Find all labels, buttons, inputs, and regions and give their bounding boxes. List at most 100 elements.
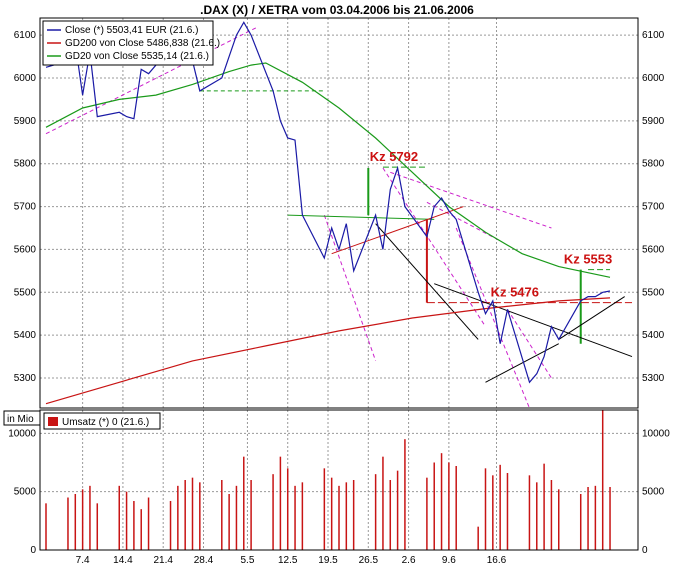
trend-black-fall bbox=[434, 283, 633, 358]
price-tick-label-left: 5800 bbox=[14, 159, 37, 170]
x-tick-label: 21.4 bbox=[153, 555, 173, 566]
trend-black-fall-2 bbox=[375, 223, 479, 340]
volume-bar bbox=[455, 466, 457, 550]
price-tick-label-left: 5500 bbox=[14, 287, 37, 298]
series-line-0 bbox=[45, 21, 611, 384]
price-tick-label-left: 6100 bbox=[14, 30, 37, 41]
volume-bar bbox=[492, 475, 494, 550]
trend-red-rise bbox=[331, 206, 464, 255]
price-grid bbox=[40, 18, 638, 408]
price-tick-label-left: 5600 bbox=[14, 244, 37, 255]
x-tick-label: 5.5 bbox=[240, 555, 254, 566]
x-tick-label: 2.6 bbox=[402, 555, 416, 566]
volume-bar bbox=[169, 501, 172, 550]
chart-title: .DAX (X) / XETRA vom 03.04.2006 bis 21.0… bbox=[200, 3, 474, 17]
volume-tick-label-right: 0 bbox=[642, 545, 648, 556]
volume-bar bbox=[286, 468, 289, 550]
volume-bar bbox=[477, 526, 479, 550]
volume-bar bbox=[587, 487, 589, 550]
volume-bar bbox=[125, 491, 128, 550]
price-tick-label-right: 5500 bbox=[642, 287, 665, 298]
x-tick-label: 9.6 bbox=[442, 555, 456, 566]
volume-bar bbox=[536, 482, 538, 550]
trend-black-rise-2 bbox=[558, 296, 625, 340]
volume-bar bbox=[389, 480, 392, 550]
volume-bar bbox=[579, 494, 582, 550]
volume-bar bbox=[177, 485, 179, 550]
volume-legend-swatch bbox=[48, 417, 58, 426]
x-tick-label: 26.5 bbox=[359, 555, 379, 566]
price-tick-label-right: 5800 bbox=[642, 159, 665, 170]
volume-bar bbox=[140, 509, 142, 550]
volume-bar bbox=[147, 497, 150, 550]
level-green-flat bbox=[287, 214, 435, 220]
volume-bar bbox=[184, 480, 186, 550]
volume-bar bbox=[594, 485, 597, 550]
volume-bar bbox=[404, 439, 406, 550]
volume-bar bbox=[191, 477, 194, 550]
volume-legend-box bbox=[43, 412, 161, 430]
axis-labels: 5300 5300 5400 5400 5500 5500 5600 5600 5700 5700… bbox=[8, 30, 670, 566]
volume-bar bbox=[221, 480, 223, 550]
trend-magenta-fan-5 bbox=[455, 227, 530, 409]
volume-bar bbox=[330, 477, 333, 550]
x-tick-label: 14.4 bbox=[113, 555, 133, 566]
price-tick-label-right: 5300 bbox=[642, 373, 665, 384]
x-tick-label: 12.5 bbox=[278, 555, 298, 566]
volume-bar bbox=[345, 482, 348, 550]
price-tick-label-right: 5700 bbox=[642, 202, 665, 213]
price-tick-label-left: 5900 bbox=[14, 116, 37, 127]
volume-bar bbox=[294, 485, 296, 550]
price-tick-label-left: 5700 bbox=[14, 202, 37, 213]
volume-bar bbox=[374, 474, 377, 550]
price-series bbox=[45, 21, 611, 405]
volume-bars bbox=[45, 410, 611, 550]
volume-bar bbox=[499, 464, 501, 550]
legend-entry: GD20 von Close 5535,14 (21.6.) bbox=[65, 51, 209, 62]
price-tick-label-left: 5300 bbox=[14, 373, 37, 384]
volume-bar bbox=[89, 485, 91, 550]
volume-bar bbox=[601, 410, 604, 550]
volume-bar bbox=[81, 489, 84, 550]
volume-bar bbox=[609, 487, 611, 550]
volume-bar bbox=[243, 456, 245, 550]
volume-bar bbox=[426, 477, 428, 550]
volume-unit-label: in Mio bbox=[7, 414, 34, 425]
legend-entry: GD200 von Close 5486,838 (21.6.) bbox=[65, 38, 220, 49]
volume-bar bbox=[484, 468, 487, 550]
x-tick-label: 16.6 bbox=[487, 555, 507, 566]
trend-magenta-fan-1 bbox=[323, 214, 377, 362]
volume-bar bbox=[272, 474, 274, 550]
volume-bar bbox=[45, 503, 47, 550]
price-tick-label-right: 6100 bbox=[642, 30, 665, 41]
volume-bar bbox=[118, 485, 120, 550]
volume-tick-label-right: 5000 bbox=[642, 487, 665, 498]
volume-bar bbox=[550, 480, 553, 550]
volume-bar bbox=[433, 462, 435, 550]
kz-label: Kz 5553 bbox=[564, 252, 612, 267]
annotations: Kz 5792 Kz 5476 Kz 5553 bbox=[370, 149, 613, 299]
volume-bar bbox=[96, 503, 99, 550]
volume-bar bbox=[506, 473, 509, 550]
trend-magenta-fan-3 bbox=[390, 171, 552, 229]
volume-bar bbox=[396, 470, 399, 550]
volume-bar bbox=[250, 480, 252, 550]
volume-bar bbox=[352, 480, 355, 550]
price-legend-box bbox=[42, 20, 214, 66]
volume-bar bbox=[228, 494, 230, 550]
volume-tick-label-left: 0 bbox=[30, 545, 36, 556]
volume-bar bbox=[199, 482, 201, 550]
price-tick-label-left: 6000 bbox=[14, 73, 37, 84]
volume-bar bbox=[74, 494, 77, 550]
price-tick-label-right: 5600 bbox=[642, 244, 665, 255]
volume-bar bbox=[448, 462, 450, 550]
volume-tick-label-left: 5000 bbox=[14, 487, 37, 498]
series-line-1 bbox=[45, 297, 611, 405]
volume-bar bbox=[528, 475, 531, 550]
volume-bar bbox=[440, 453, 443, 550]
series-line-2 bbox=[45, 62, 611, 278]
trend-magenta-upper bbox=[45, 26, 259, 135]
price-tick-label-right: 6000 bbox=[642, 73, 665, 84]
volume-panel-frame bbox=[39, 409, 639, 551]
